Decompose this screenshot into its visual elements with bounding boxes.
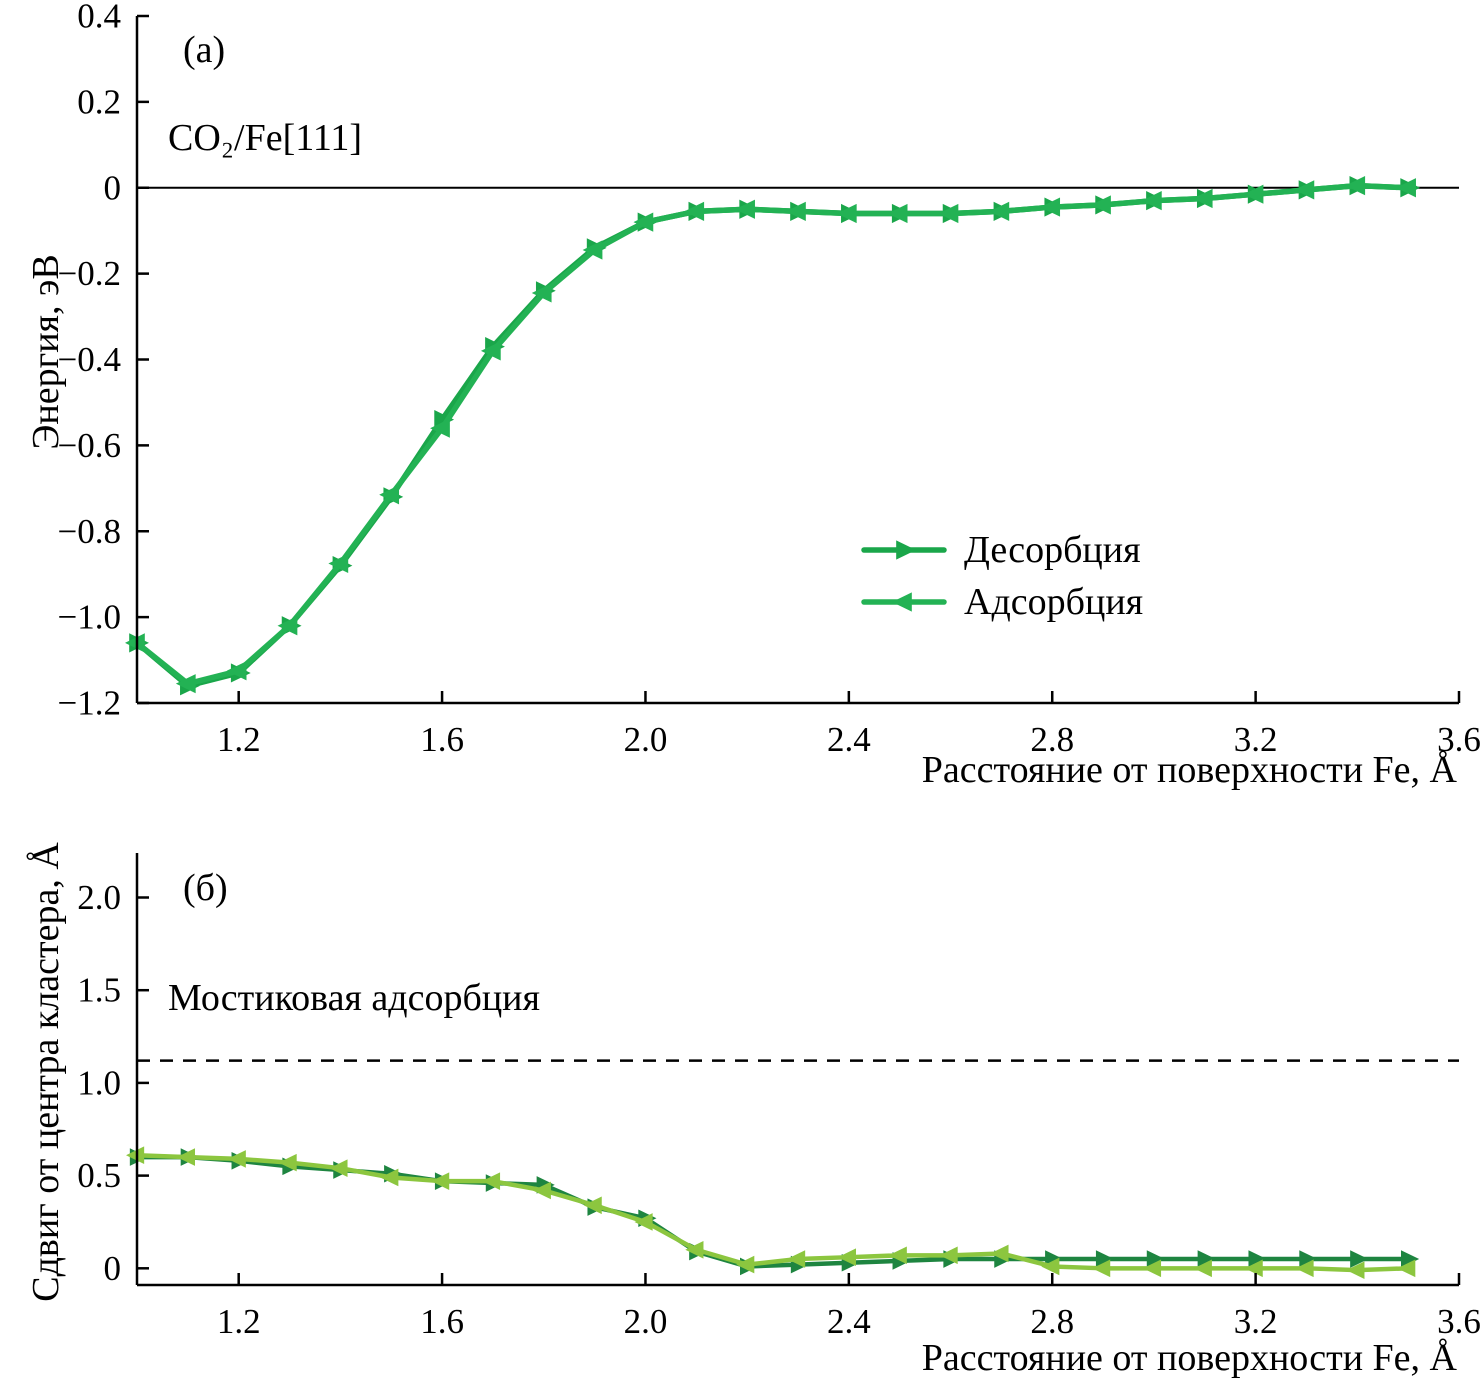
svg-text:1.6: 1.6 [420,720,464,759]
energy-vs-distance-chart: 1.2 1.6 2.0 2.4 2.8 3.2 3.6 0.4 0.2 0 −0.2 −0.4 −0.6… [58,0,1481,759]
legend-label-adsorption: Адсорбция [964,581,1144,623]
legend-label-desorption: Десорбция [964,529,1141,571]
svg-text:0.2: 0.2 [77,82,121,121]
svg-text:0: 0 [104,168,122,207]
svg-text:2.4: 2.4 [827,720,871,759]
legend-item-adsorption: Адсорбция [861,580,1144,624]
y-axis-title-energy: Энергия, эВ [25,254,67,450]
panel-a-label: (а) [183,29,226,71]
svg-text:2.0: 2.0 [624,1302,668,1341]
svg-text:0.4: 0.4 [77,0,121,36]
svg-text:2.0: 2.0 [624,720,668,759]
svg-text:−0.6: −0.6 [58,426,122,465]
svg-text:0.5: 0.5 [77,1156,121,1195]
svg-text:2.4: 2.4 [827,1302,871,1341]
svg-text:3.2: 3.2 [1234,1302,1278,1341]
svg-text:1.5: 1.5 [77,971,121,1010]
svg-text:3.2: 3.2 [1234,720,1278,759]
x-axis-title-panel-b: Расстояние от поверхности Fe, Å [921,1337,1457,1379]
svg-text:−0.4: −0.4 [58,340,122,379]
panel-b-label: (б) [183,867,228,909]
desorption-arrow-icon [861,540,947,560]
y-axis-title-shift: Сдвиг от центра кластера, Å [25,842,67,1302]
svg-text:−1.0: −1.0 [58,598,122,637]
legend-item-desorption: Десорбция [861,528,1143,572]
svg-text:1.0: 1.0 [77,1063,121,1102]
legend: Десорбция Адсорбция [861,528,1144,624]
x-axis-title-panel-a: Расстояние от поверхности Fe, Å [921,749,1457,791]
svg-text:1.2: 1.2 [217,1302,261,1341]
svg-text:2.0: 2.0 [77,878,121,917]
cluster-shift-vs-distance-chart: 1.2 1.6 2.0 2.4 2.8 3.2 3.6 0 0.5 1.0 1.5 2.0 [77,853,1481,1341]
svg-text:3.6: 3.6 [1437,1302,1481,1341]
svg-text:−0.8: −0.8 [58,512,122,551]
system-annotation: CO₂/Fe[111] [168,117,363,159]
svg-text:0: 0 [104,1249,122,1288]
svg-text:1.6: 1.6 [420,1302,464,1341]
svg-text:1.2: 1.2 [217,720,261,759]
adsorption-arrow-icon [861,592,947,612]
bridge-adsorption-label: Мостиковая адсорбция [168,977,540,1019]
svg-text:−1.2: −1.2 [58,684,122,723]
svg-text:2.8: 2.8 [1030,1302,1074,1341]
svg-text:−0.2: −0.2 [58,254,122,293]
svg-text:3.6: 3.6 [1437,720,1481,759]
svg-text:2.8: 2.8 [1030,720,1074,759]
